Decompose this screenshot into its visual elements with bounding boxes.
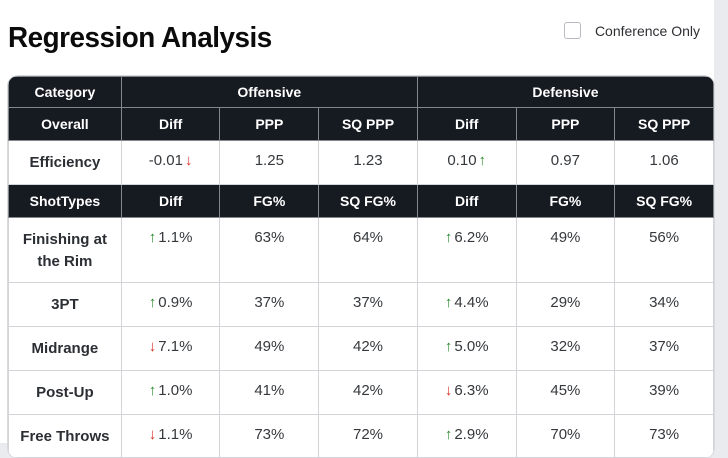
- off-diff-cell: ↑ 1.1%: [120, 216, 221, 284]
- conference-only-label: Conference Only: [594, 22, 700, 39]
- off-sqfg-cell: 64%: [318, 216, 418, 284]
- def-diff-cell: ↑ 4.4%: [416, 282, 517, 327]
- def-fg-cell: 29%: [515, 282, 616, 327]
- page-title: Regression Analysis: [8, 22, 272, 54]
- row-label: Midrange: [8, 326, 122, 371]
- row-label: Free Throws: [8, 413, 122, 458]
- def-sqfg-cell: 39%: [614, 369, 714, 415]
- col-header-off-ppp: PPP: [219, 107, 320, 141]
- off-diff-cell: ↑ 1.0%: [120, 369, 221, 415]
- row-label: Efficiency: [8, 140, 122, 185]
- shottypes-section-label: ShotTypes: [8, 183, 122, 218]
- col-header-def-fg: FG%: [515, 183, 616, 218]
- off-fg-cell: 37%: [219, 282, 320, 327]
- trend-arrow-icon: ↑: [148, 294, 157, 312]
- shottypes-header-row: ShotTypes Diff FG% SQ FG% Diff FG% SQ FG…: [8, 183, 714, 218]
- def-fg-cell: 45%: [515, 369, 616, 415]
- def-diff-cell: ↑ 5.0%: [416, 326, 517, 371]
- off-diff-cell: ↑ 0.9%: [120, 282, 221, 327]
- overall-header-row: Overall Diff PPP SQ PPP Diff PPP SQ PPP: [8, 107, 714, 141]
- off-diff-cell: -0.01 ↓: [120, 140, 221, 185]
- top-bar: Regression Analysis Conference Only: [0, 0, 714, 76]
- defensive-header: Defensive: [416, 76, 714, 108]
- overall-section-label: Overall: [8, 107, 122, 141]
- table-row-midrange: Midrange ↓ 7.1% 49% 42% ↑ 5.0% 32% 37%: [8, 326, 714, 371]
- off-diff-cell: ↓ 7.1%: [120, 326, 221, 371]
- def-sqfg-cell: 34%: [614, 282, 714, 327]
- def-fg-cell: 49%: [515, 216, 616, 284]
- off-fg-cell: 73%: [219, 413, 320, 458]
- row-label: Finishing at the Rim: [8, 216, 122, 284]
- def-sqfg-cell: 73%: [614, 413, 714, 458]
- trend-arrow-icon: ↑: [444, 294, 453, 312]
- def-diff-cell: ↓ 6.3%: [416, 369, 517, 415]
- off-fg-cell: 49%: [219, 326, 320, 371]
- group-header-row: Category Offensive Defensive: [8, 76, 714, 108]
- def-sqfg-cell: 37%: [614, 326, 714, 371]
- row-label: 3PT: [8, 282, 122, 327]
- off-diff-cell: ↓ 1.1%: [120, 413, 221, 458]
- col-header-def-diff: Diff: [416, 107, 517, 141]
- col-header-off-sqppp: SQ PPP: [318, 107, 418, 141]
- col-header-off-fg: FG%: [219, 183, 320, 218]
- col-header-def-diff2: Diff: [416, 183, 517, 218]
- trend-arrow-icon: ↓: [184, 152, 193, 169]
- table-row-efficiency: Efficiency -0.01 ↓ 1.25 1.23 0.10 ↑ 0.97 1…: [8, 140, 714, 185]
- def-sqppp-cell: 1.06: [614, 140, 714, 185]
- trend-arrow-icon: ↓: [148, 425, 157, 443]
- table-row-free-throws: Free Throws ↓ 1.1% 73% 72% ↑ 2.9% 70% 73%: [8, 413, 714, 458]
- off-sqppp-cell: 1.23: [318, 140, 418, 185]
- col-header-off-diff2: Diff: [120, 183, 221, 218]
- trend-arrow-icon: ↑: [444, 425, 453, 443]
- def-fg-cell: 32%: [515, 326, 616, 371]
- conference-only-checkbox[interactable]: [563, 22, 581, 39]
- col-header-off-diff: Diff: [120, 107, 221, 141]
- off-fg-cell: 63%: [219, 216, 320, 284]
- def-diff-cell: ↑ 2.9%: [416, 413, 517, 458]
- table-row-3pt: 3PT ↑ 0.9% 37% 37% ↑ 4.4% 29% 34%: [8, 282, 714, 327]
- col-header-def-sqppp: SQ PPP: [614, 107, 714, 141]
- col-header-def-ppp: PPP: [515, 107, 616, 141]
- trend-arrow-icon: ↑: [148, 228, 157, 246]
- off-sqfg-cell: 72%: [318, 413, 418, 458]
- def-fg-cell: 70%: [515, 413, 616, 458]
- regression-table: Category Offensive Defensive Overall Dif…: [8, 76, 714, 458]
- def-diff-cell: 0.10 ↑: [416, 140, 517, 185]
- off-sqfg-cell: 42%: [318, 326, 418, 371]
- off-ppp-cell: 1.25: [219, 140, 320, 185]
- def-diff-cell: ↑ 6.2%: [416, 216, 517, 284]
- table-row-finishing-at-the-rim: Finishing at the Rim ↑ 1.1% 63% 64% ↑ 6.2%…: [8, 216, 714, 284]
- trend-arrow-icon: ↓: [444, 381, 453, 399]
- trend-arrow-icon: ↓: [148, 338, 157, 355]
- offensive-header: Offensive: [120, 76, 418, 108]
- off-sqfg-cell: 37%: [318, 282, 418, 327]
- def-sqfg-cell: 56%: [614, 216, 714, 284]
- table-row-post-up: Post-Up ↑ 1.0% 41% 42% ↓ 6.3% 45% 39%: [8, 369, 714, 415]
- trend-arrow-icon: ↑: [444, 228, 453, 246]
- off-fg-cell: 41%: [219, 369, 320, 415]
- category-header: Category: [8, 76, 122, 108]
- conference-only-toggle[interactable]: Conference Only: [563, 22, 700, 39]
- trend-arrow-icon: ↑: [148, 381, 157, 399]
- trend-arrow-icon: ↑: [478, 152, 487, 169]
- row-label: Post-Up: [8, 369, 122, 415]
- stats-table: Category Offensive Defensive Overall Dif…: [8, 76, 714, 458]
- def-ppp-cell: 0.97: [515, 140, 616, 185]
- trend-arrow-icon: ↑: [444, 338, 453, 355]
- col-header-def-sqfg: SQ FG%: [614, 183, 714, 218]
- off-sqfg-cell: 42%: [318, 369, 418, 415]
- col-header-off-sqfg: SQ FG%: [318, 183, 418, 218]
